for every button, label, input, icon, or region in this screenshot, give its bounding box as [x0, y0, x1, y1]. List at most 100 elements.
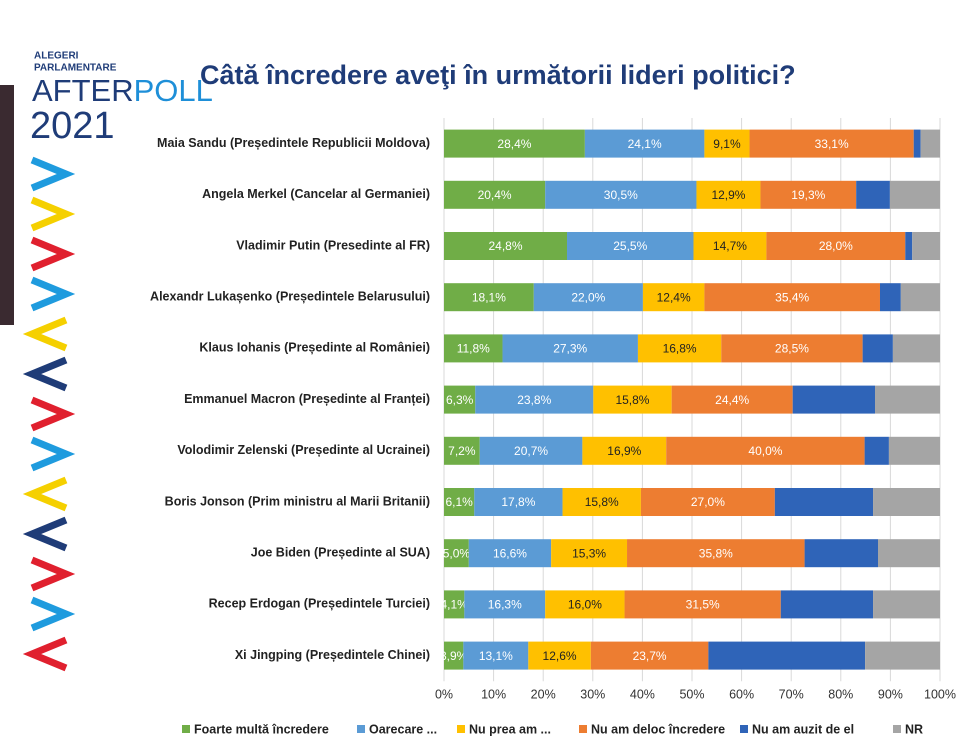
legend-swatch	[182, 725, 190, 733]
data-label: 27,3%	[553, 342, 587, 356]
logo-brand-part: POLL	[134, 73, 213, 108]
data-label: 27,0%	[691, 495, 725, 509]
bar-segment	[593, 385, 672, 414]
bar-segment	[865, 641, 940, 670]
data-label: 24,4%	[715, 393, 749, 407]
data-label: 24,8%	[488, 239, 522, 253]
bar-segment	[913, 129, 921, 158]
data-label: 5,0%	[443, 546, 471, 560]
category-label: Recep Erdogan (Președintele Turciei)	[209, 597, 430, 611]
logo-year: 2021	[30, 105, 115, 147]
bar-segment	[704, 129, 750, 158]
bar-segment	[624, 590, 781, 619]
data-label: 20,7%	[514, 444, 548, 458]
x-tick-label: 0%	[435, 687, 453, 701]
bar-segment	[444, 334, 503, 363]
logo-line: PARLAMENTARE	[34, 63, 117, 74]
bar-segment	[444, 283, 534, 312]
bar-segment	[760, 180, 857, 209]
legend-swatch	[357, 725, 365, 733]
bar-segment	[444, 180, 546, 209]
bar-segment	[721, 334, 863, 363]
bar-segment	[468, 539, 552, 568]
bar-segment	[444, 385, 476, 414]
bar-segment	[879, 283, 901, 312]
bar-segment	[912, 232, 940, 260]
category-label: Joe Biden (Președinte al SUA)	[251, 545, 430, 559]
bar-segment	[627, 539, 805, 568]
x-tick-label: 40%	[630, 687, 655, 701]
category-label: Volodimir Zelenski (Președinte al Ucrain…	[177, 443, 430, 457]
bar-segment	[696, 180, 761, 209]
bar-segment	[888, 436, 940, 465]
data-label: 20,4%	[478, 188, 512, 202]
data-label: 12,6%	[543, 649, 577, 663]
x-tick-label: 100%	[924, 687, 956, 701]
bar-segment	[551, 539, 628, 568]
data-label: 16,0%	[568, 598, 602, 612]
bar-segment	[562, 488, 641, 516]
bar-segment	[640, 488, 775, 516]
bar-segment	[528, 641, 591, 670]
bar-segment	[856, 180, 890, 209]
x-tick-label: 70%	[779, 687, 804, 701]
category-label: Angela Merkel (Cancelar al Germaniei)	[202, 187, 430, 201]
x-tick-label: 80%	[828, 687, 853, 701]
plot: 0% 10% 20% 30% 40% 50% 60% 70% 80% 90% 100% Maia Sa…	[150, 118, 956, 736]
bar-segment	[475, 385, 594, 414]
data-label: 23,7%	[633, 649, 667, 663]
logo-brand: AFTERPOLL	[32, 73, 213, 108]
bar-segment	[464, 590, 546, 619]
data-label: 30,5%	[604, 188, 638, 202]
bar-segment	[545, 590, 625, 619]
data-label: 24,1%	[628, 137, 662, 151]
x-tick-label: 30%	[580, 687, 605, 701]
bar-segment	[666, 436, 865, 465]
bar-segment	[873, 488, 940, 516]
data-label: 4,1%	[440, 598, 468, 612]
bar-segment	[582, 436, 667, 465]
bar-segment	[864, 436, 889, 465]
data-label: 6,3%	[446, 393, 474, 407]
video-strip	[0, 85, 14, 325]
data-label: 35,8%	[699, 546, 733, 560]
category-label: Xi Jingping (Președintele Chinei)	[235, 648, 430, 662]
legend-label: Nu am auzit de el	[752, 722, 854, 736]
data-label: 15,8%	[585, 495, 619, 509]
bar-segment	[444, 129, 585, 158]
category-label: Klaus Iohanis (Președinte al României)	[199, 341, 430, 355]
logo-chevrons	[22, 156, 76, 672]
data-label: 15,3%	[572, 546, 606, 560]
data-label: 28,4%	[497, 137, 531, 151]
bar-segment	[567, 232, 694, 260]
category-label: Boris Jonson (Prim ministru al Marii Bri…	[165, 494, 430, 508]
logo-brand-part: AFTER	[32, 73, 134, 108]
data-label: 14,7%	[713, 239, 747, 253]
data-label: 16,6%	[493, 546, 527, 560]
category-label: Emmanuel Macron (Președinte al Franței)	[184, 392, 430, 406]
data-label: 15,8%	[615, 393, 649, 407]
data-label: 23,8%	[517, 393, 551, 407]
x-tick-label: 90%	[878, 687, 903, 701]
legend-swatch	[740, 725, 748, 733]
data-label: 33,1%	[815, 137, 849, 151]
data-label: 6,1%	[445, 495, 473, 509]
data-label: 16,9%	[607, 444, 641, 458]
data-label: 13,1%	[479, 649, 513, 663]
bar-segment	[900, 283, 940, 312]
bar-segment	[502, 334, 638, 363]
bar-segment	[693, 232, 767, 260]
bar-segment	[878, 539, 940, 568]
bar-segment	[708, 641, 866, 670]
category-label: Alexandr Lukașenko (Președintele Belarus…	[150, 289, 430, 303]
legend-label: Nu prea am ...	[469, 722, 551, 736]
bar-segment	[749, 129, 914, 158]
data-label: 19,3%	[791, 188, 825, 202]
bar-segment	[704, 283, 880, 312]
bar-segment	[804, 539, 878, 568]
x-tick-label: 20%	[531, 687, 556, 701]
data-label: 17,8%	[501, 495, 535, 509]
bar-segment	[444, 232, 568, 260]
data-label: 12,9%	[711, 188, 745, 202]
